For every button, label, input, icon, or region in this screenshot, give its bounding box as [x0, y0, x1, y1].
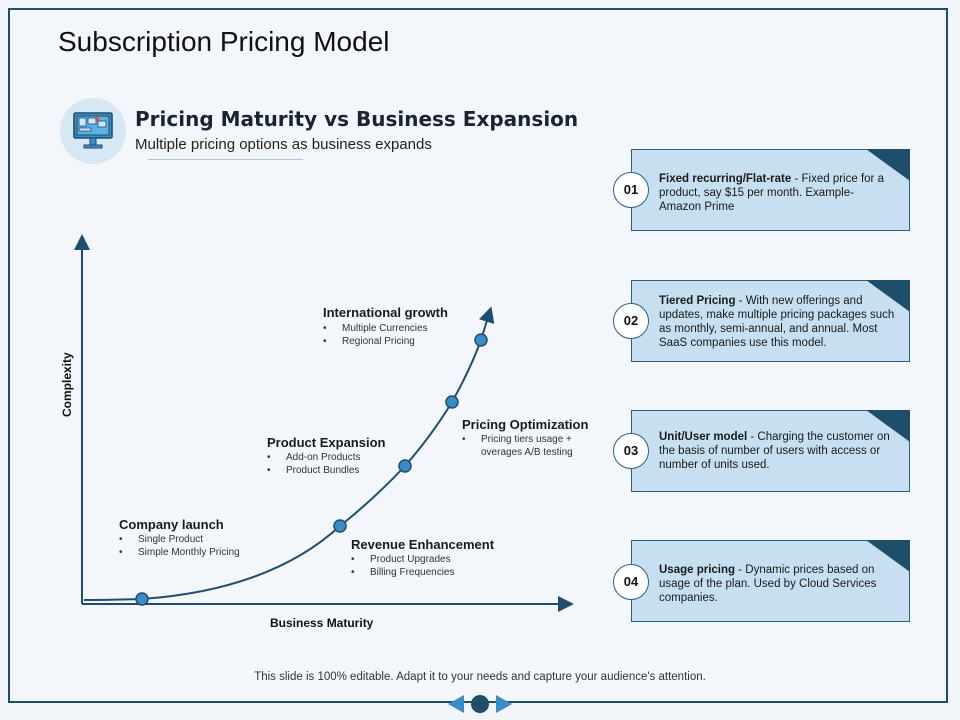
stage-title-revenue-enhancement: Revenue Enhancement [351, 537, 495, 552]
arrow-left-icon[interactable] [448, 695, 464, 713]
stage-bullet: Billing Frequencies [351, 566, 455, 579]
pricing-card-desc: - With new offerings and updates, make m… [659, 295, 895, 349]
stage-bullets: Multiple Currencies Regional Pricing [323, 322, 428, 348]
monitor-icon [73, 112, 113, 149]
card-corner-fold [866, 280, 910, 312]
stage-bullets: Single Product Simple Monthly Pricing [119, 533, 240, 559]
pricing-card-text: Usage pricing - Dynamic prices based on … [659, 563, 897, 605]
pricing-card-desc: - Dynamic prices based on usage of the p… [659, 564, 877, 604]
stage-bullets: Product Upgrades Billing Frequencies [351, 553, 455, 579]
stage-bullet: Simple Monthly Pricing [119, 546, 240, 559]
pricing-card-flat-rate: Fixed recurring/Flat-rate - Fixed price … [631, 149, 910, 231]
footer-note: This slide is 100% editable. Adapt it to… [254, 671, 706, 683]
stage-title-international-growth: International growth [323, 305, 448, 320]
stage-title-pricing-optimization: Pricing Optimization [462, 417, 589, 432]
subtitle-divider [148, 159, 303, 160]
pricing-card-number: 03 [613, 433, 649, 469]
stage-bullet: Product Upgrades [351, 553, 455, 566]
stage-title-company-launch: Company launch [119, 517, 224, 532]
card-corner-fold [866, 540, 910, 572]
card-corner-fold [866, 410, 910, 442]
section-description: Multiple pricing options as business exp… [135, 136, 432, 153]
stage-bullets: Pricing tiers usage + overages A/B testi… [462, 433, 573, 459]
stage-bullet: Regional Pricing [323, 335, 428, 348]
current-slide-dot[interactable] [471, 695, 489, 713]
stage-bullet: Add-on Products [267, 451, 361, 464]
stage-bullet: overages A/B testing [481, 447, 573, 458]
pricing-card-number: 04 [613, 564, 649, 600]
section-subtitle: Pricing Maturity vs Business Expansion [135, 107, 579, 131]
pricing-card-number: 02 [613, 303, 649, 339]
pricing-card-text: Tiered Pricing - With new offerings and … [659, 294, 897, 350]
stage-bullet: Product Bundles [267, 464, 361, 477]
stage-bullet: Pricing tiers usage + [462, 433, 573, 446]
slide-navigation [448, 695, 512, 713]
pricing-card-name: Fixed recurring/Flat-rate [659, 173, 792, 185]
stage-bullet: Multiple Currencies [323, 322, 428, 335]
stage-bullets: Add-on Products Product Bundles [267, 451, 361, 477]
pricing-card-tiered: Tiered Pricing - With new offerings and … [631, 280, 910, 362]
pricing-card-name: Tiered Pricing [659, 295, 736, 307]
pricing-card-usage: Usage pricing - Dynamic prices based on … [631, 540, 910, 622]
pricing-card-number: 01 [613, 172, 649, 208]
pricing-card-desc: - Fixed price for a product, say $15 per… [659, 173, 884, 213]
pricing-card-text: Unit/User model - Charging the customer … [659, 430, 897, 472]
pricing-card-text: Fixed recurring/Flat-rate - Fixed price … [659, 172, 897, 214]
stage-title-product-expansion: Product Expansion [267, 435, 386, 450]
stage-bullet: Single Product [119, 533, 240, 546]
pricing-card-unit-user: Unit/User model - Charging the customer … [631, 410, 910, 492]
card-corner-fold [866, 149, 910, 181]
pricing-card-desc: - Charging the customer on the basis of … [659, 431, 890, 471]
y-axis-label: Complexity [60, 352, 74, 417]
page-title: Subscription Pricing Model [58, 26, 390, 57]
pricing-card-name: Usage pricing [659, 564, 736, 576]
header-icon-badge [60, 98, 126, 164]
x-axis-label: Business Maturity [270, 616, 374, 630]
pricing-card-name: Unit/User model [659, 431, 748, 443]
arrow-right-icon[interactable] [496, 695, 512, 713]
